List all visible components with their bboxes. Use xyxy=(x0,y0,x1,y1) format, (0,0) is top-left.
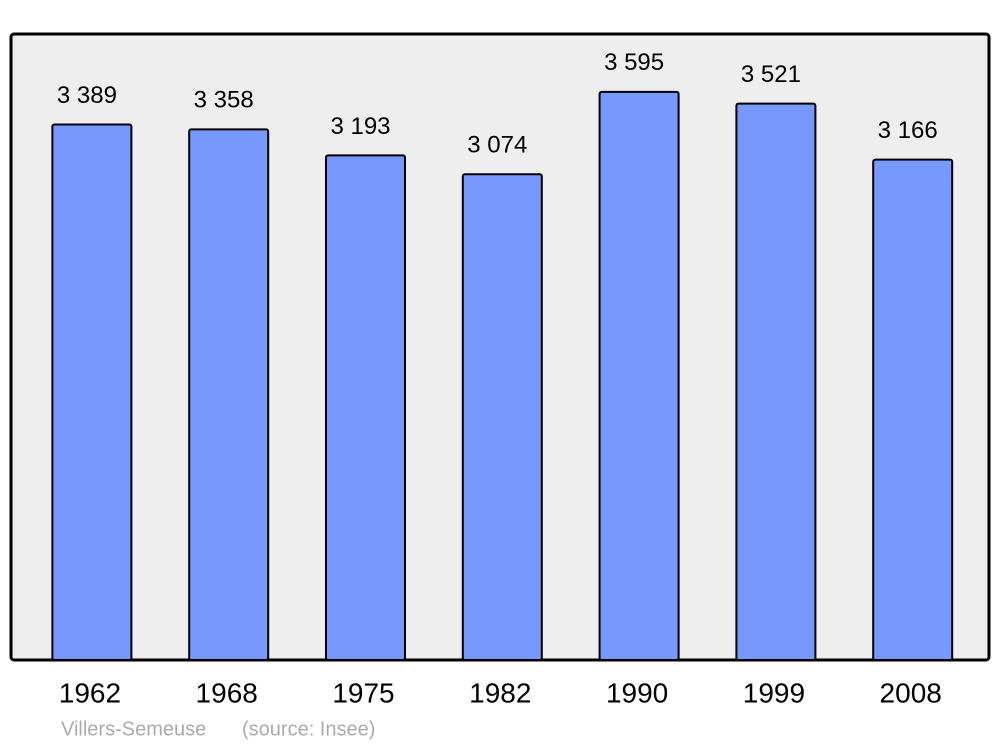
value-label: 3 358 xyxy=(194,87,254,114)
bar xyxy=(872,158,954,662)
bar xyxy=(598,90,680,661)
x-tick-label: 1975 xyxy=(332,677,394,708)
bars xyxy=(51,90,954,662)
value-label: 3 595 xyxy=(604,49,664,76)
value-label: 3 389 xyxy=(57,82,117,109)
place-name: Villers-Semeuse xyxy=(61,718,206,740)
x-tick-label: 1982 xyxy=(469,677,531,708)
bar xyxy=(325,154,406,661)
value-label: 3 193 xyxy=(330,113,390,140)
source-note: (source: Insee) xyxy=(242,718,375,740)
x-tick-label: 1990 xyxy=(606,677,668,708)
value-label: 3 521 xyxy=(741,61,801,88)
bar xyxy=(735,102,817,662)
x-tick-label: 1999 xyxy=(743,677,805,708)
bar xyxy=(461,173,543,661)
bar xyxy=(51,123,133,662)
value-label: 3 074 xyxy=(467,132,527,159)
value-label: 3 166 xyxy=(878,117,938,144)
x-tick-label: 1968 xyxy=(196,677,258,708)
bar xyxy=(188,128,270,662)
x-tick-label: 2008 xyxy=(880,677,942,708)
x-tick-label: 1962 xyxy=(59,677,121,708)
